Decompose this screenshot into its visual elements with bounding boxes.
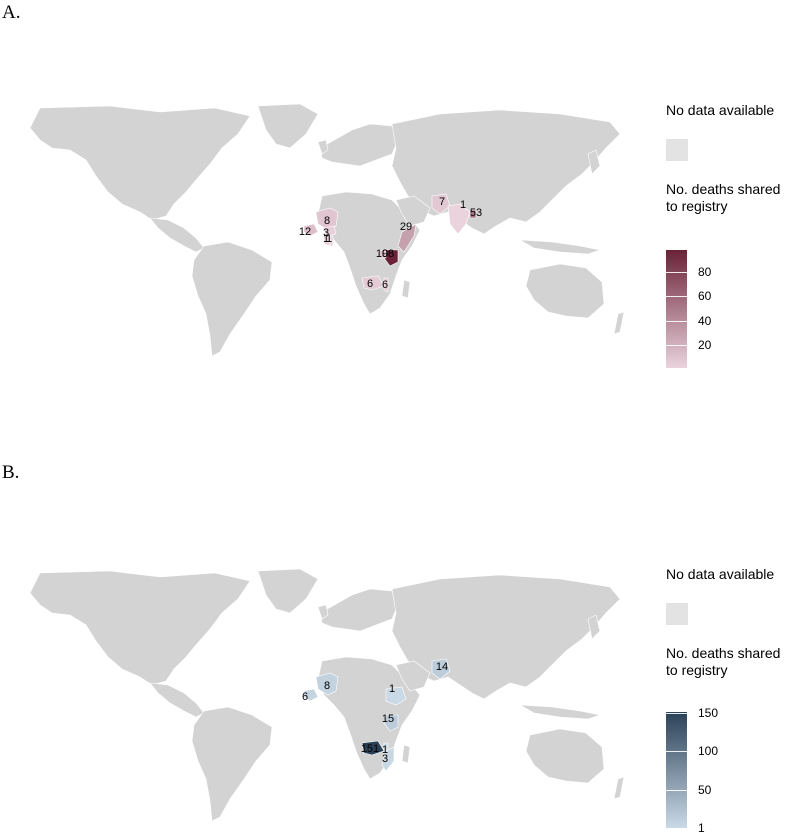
legend-colorbar — [666, 712, 687, 828]
landmass-australia — [525, 728, 605, 784]
legend-tick — [666, 790, 687, 792]
country-guinea — [303, 223, 319, 237]
landmass-north-america — [29, 105, 251, 221]
legend-count-title: No. deaths shared to registry — [666, 181, 781, 214]
landmass-africa — [317, 191, 421, 315]
landmass-uk — [317, 604, 329, 620]
country-somalia — [397, 223, 417, 253]
country-value-label: 1 — [326, 233, 332, 245]
country-value-label: 1 — [389, 683, 395, 695]
country-value-label: 1 — [323, 233, 329, 245]
legend-tick-label: 100 — [698, 744, 719, 759]
landmass-europe — [319, 588, 399, 632]
landmass-madagascar — [401, 744, 411, 764]
country-value-label: 53 — [470, 207, 482, 219]
landmass-arabia — [395, 195, 431, 227]
legend-tick — [666, 828, 687, 829]
country-value-label: 7 — [439, 196, 445, 208]
landmass-central-america — [149, 682, 205, 718]
country-value-label: 14 — [436, 661, 448, 673]
country-malawi — [383, 277, 389, 293]
country-value-label: 15 — [382, 713, 394, 725]
legend-no-data-swatch — [666, 603, 688, 625]
country-zambia — [361, 740, 385, 756]
country-value-label: 1 — [382, 744, 388, 756]
legend-no-data-title: No data available — [666, 102, 775, 118]
legend-colorbar — [666, 250, 687, 368]
country-burkina-faso — [323, 225, 337, 237]
legend-count-title: No. deaths shared to registry — [666, 645, 781, 678]
legend-tick-label: 1 — [698, 821, 705, 835]
legend-tick — [666, 712, 687, 714]
country-mali — [315, 672, 339, 696]
legend-no-data-swatch — [666, 139, 688, 161]
landmass-uk — [317, 139, 329, 155]
country-value-label: 10 — [376, 248, 388, 260]
landmass-indonesia — [519, 239, 602, 255]
legend-tick-label: 50 — [698, 783, 712, 798]
legend-a: No data available No. deaths shared to r… — [666, 102, 788, 368]
landmass-new-zealand — [613, 311, 625, 335]
land-layer — [29, 568, 625, 822]
landmass-japan — [587, 149, 601, 175]
country-value-label: 98 — [382, 248, 394, 260]
landmass-europe — [319, 123, 399, 167]
landmass-north-america — [29, 570, 251, 686]
country-mozambique — [381, 746, 395, 772]
country-value-label: 3 — [382, 753, 388, 765]
country-value-label: 6 — [302, 691, 308, 703]
country-layer — [303, 658, 451, 772]
landmass-greenland — [257, 103, 319, 149]
landmass-south-america — [191, 241, 273, 357]
country-pakistan — [431, 193, 451, 215]
legend-tick — [666, 296, 687, 298]
country-value-label: 6 — [367, 278, 373, 290]
legend-tick-label: 80 — [698, 264, 712, 279]
panel-a-label: A. — [2, 2, 21, 23]
country-value-label: 12 — [299, 226, 311, 238]
country-value-label: 3 — [323, 227, 329, 239]
country-mali — [315, 207, 339, 231]
landmass-south-america — [191, 706, 273, 822]
legend-tick-label: 40 — [698, 313, 712, 328]
country-value-label: 8 — [324, 215, 330, 227]
landmass-indonesia — [519, 704, 602, 720]
country-layer — [303, 193, 477, 293]
country-value-label: 6 — [382, 279, 388, 291]
country-value-label: 8 — [324, 680, 330, 692]
landmass-australia — [525, 263, 605, 319]
country-togo — [329, 235, 334, 247]
country-guinea — [303, 688, 319, 702]
country-india — [447, 203, 471, 235]
legend-tick — [666, 271, 687, 273]
country-bangladesh — [469, 209, 477, 219]
panel-b-label: B. — [2, 462, 20, 483]
country-value-label: 29 — [400, 221, 412, 233]
country-kenya — [383, 714, 399, 732]
country-pakistan — [431, 658, 451, 680]
landmass-madagascar — [401, 279, 411, 299]
legend-tick — [666, 344, 687, 346]
landmass-greenland — [257, 568, 319, 614]
legend-b: No data available No. deaths shared to r… — [666, 566, 788, 834]
legend-tick — [666, 751, 687, 753]
legend-tick — [666, 320, 687, 322]
legend-no-data-title: No data available — [666, 566, 775, 582]
landmass-new-zealand — [613, 776, 625, 800]
legend-tick-label: 150 — [698, 705, 719, 720]
landmass-central-america — [149, 217, 205, 253]
legend-tick-label: 60 — [698, 289, 712, 304]
country-ethiopia — [385, 686, 407, 706]
country-uganda — [377, 249, 387, 259]
landmass-japan — [587, 614, 601, 640]
country-value-label: 151 — [361, 743, 379, 755]
landmass-arabia — [395, 660, 431, 692]
legend-tick-label: 20 — [698, 337, 712, 352]
country-zambia — [361, 275, 385, 291]
country-value-label: 1 — [460, 199, 466, 211]
